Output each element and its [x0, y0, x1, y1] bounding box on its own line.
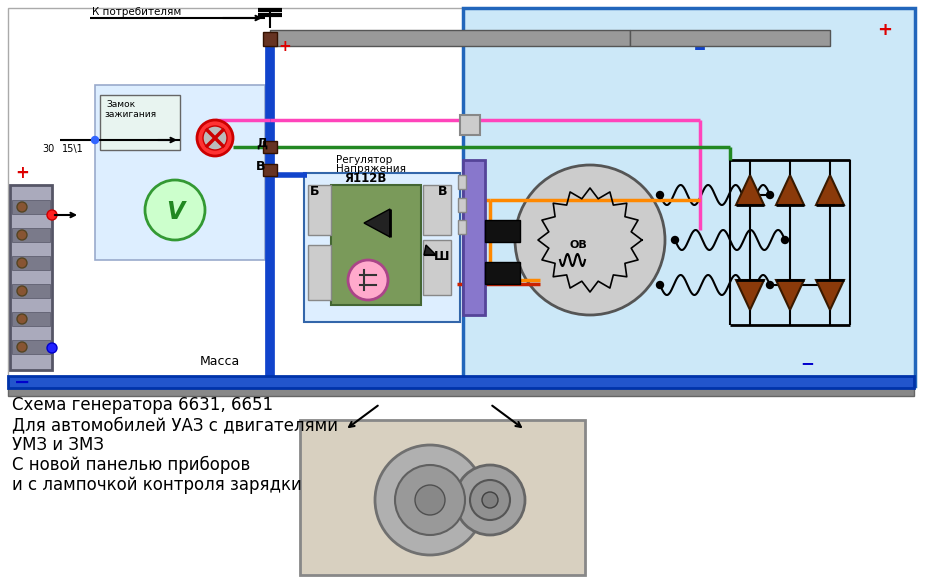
Circle shape [455, 465, 525, 535]
Bar [460, 115, 480, 135]
Circle shape [92, 137, 98, 144]
Bar [331, 185, 421, 305]
Polygon shape [816, 280, 844, 310]
Circle shape [348, 260, 388, 300]
Text: V: V [166, 200, 184, 224]
Polygon shape [776, 280, 804, 310]
Text: −: − [14, 373, 31, 392]
Bar [8, 376, 914, 388]
Circle shape [395, 465, 465, 535]
Circle shape [482, 492, 498, 508]
Circle shape [47, 343, 57, 353]
Bar [8, 8, 463, 386]
Bar [10, 185, 52, 370]
Circle shape [17, 258, 27, 268]
Bar [263, 141, 277, 153]
Text: ОВ: ОВ [569, 240, 586, 250]
Bar [630, 30, 830, 46]
Bar [458, 198, 466, 212]
Bar [8, 388, 914, 396]
Circle shape [17, 202, 27, 212]
Text: С новой панелью приборов: С новой панелью приборов [12, 456, 251, 474]
Bar [423, 240, 451, 295]
Circle shape [17, 230, 27, 240]
Bar [485, 262, 520, 284]
Bar [463, 8, 915, 386]
Bar [12, 228, 50, 242]
Circle shape [47, 210, 57, 220]
Bar [423, 185, 451, 235]
Circle shape [197, 120, 233, 156]
Bar [95, 85, 265, 260]
Circle shape [17, 314, 27, 324]
Circle shape [515, 165, 665, 315]
Text: В: В [438, 185, 448, 198]
Bar [458, 220, 466, 234]
Circle shape [415, 485, 445, 515]
Text: Для автомобилей УАЗ с двигателями: Для автомобилей УАЗ с двигателями [12, 416, 338, 434]
Polygon shape [816, 175, 844, 205]
Text: −: − [800, 354, 814, 372]
Bar [12, 284, 50, 298]
Bar [12, 256, 50, 270]
Circle shape [375, 445, 485, 555]
Bar [485, 220, 520, 242]
Bar [463, 160, 485, 315]
Bar [263, 32, 277, 46]
Text: зажигания: зажигания [104, 110, 156, 119]
Circle shape [657, 281, 663, 288]
Bar [12, 340, 50, 354]
Bar [12, 312, 50, 326]
Bar [12, 200, 50, 214]
Text: Я112В: Я112В [344, 172, 387, 185]
Circle shape [657, 192, 663, 199]
Circle shape [17, 342, 27, 352]
Polygon shape [424, 245, 436, 255]
Text: +: + [15, 164, 29, 182]
Text: +: + [878, 21, 893, 39]
Text: К потребителям: К потребителям [92, 7, 181, 17]
Bar [300, 420, 585, 575]
Polygon shape [736, 280, 764, 310]
Circle shape [470, 480, 510, 520]
Bar [270, 30, 630, 46]
Text: Регулятор: Регулятор [336, 155, 392, 165]
Polygon shape [776, 175, 804, 205]
Circle shape [203, 126, 227, 150]
Text: Масса: Масса [200, 355, 241, 368]
Polygon shape [736, 175, 764, 205]
Bar [100, 95, 180, 150]
Bar [263, 164, 277, 176]
Text: Д: Д [256, 137, 267, 150]
Circle shape [767, 281, 773, 288]
Text: Напряжения: Напряжения [336, 164, 406, 174]
Text: +: + [278, 39, 290, 54]
Text: 15\1: 15\1 [62, 144, 84, 154]
Circle shape [672, 237, 679, 244]
Polygon shape [364, 209, 390, 237]
Text: и с лампочкой контроля зарядки: и с лампочкой контроля зарядки [12, 476, 302, 494]
Text: 30: 30 [42, 144, 55, 154]
Text: В: В [256, 160, 265, 173]
Text: УМЗ и ЗМЗ: УМЗ и ЗМЗ [12, 436, 104, 454]
Bar [308, 245, 331, 300]
Text: Схема генератора 6631, 6651: Схема генератора 6631, 6651 [12, 396, 273, 414]
Circle shape [145, 180, 205, 240]
Bar [458, 175, 466, 189]
Circle shape [767, 192, 773, 199]
Bar [304, 173, 460, 322]
Text: Б: Б [310, 185, 319, 198]
Text: Ш: Ш [434, 250, 450, 263]
Text: Замок: Замок [106, 100, 135, 109]
Bar [308, 185, 331, 235]
Circle shape [17, 286, 27, 296]
Circle shape [782, 237, 788, 244]
